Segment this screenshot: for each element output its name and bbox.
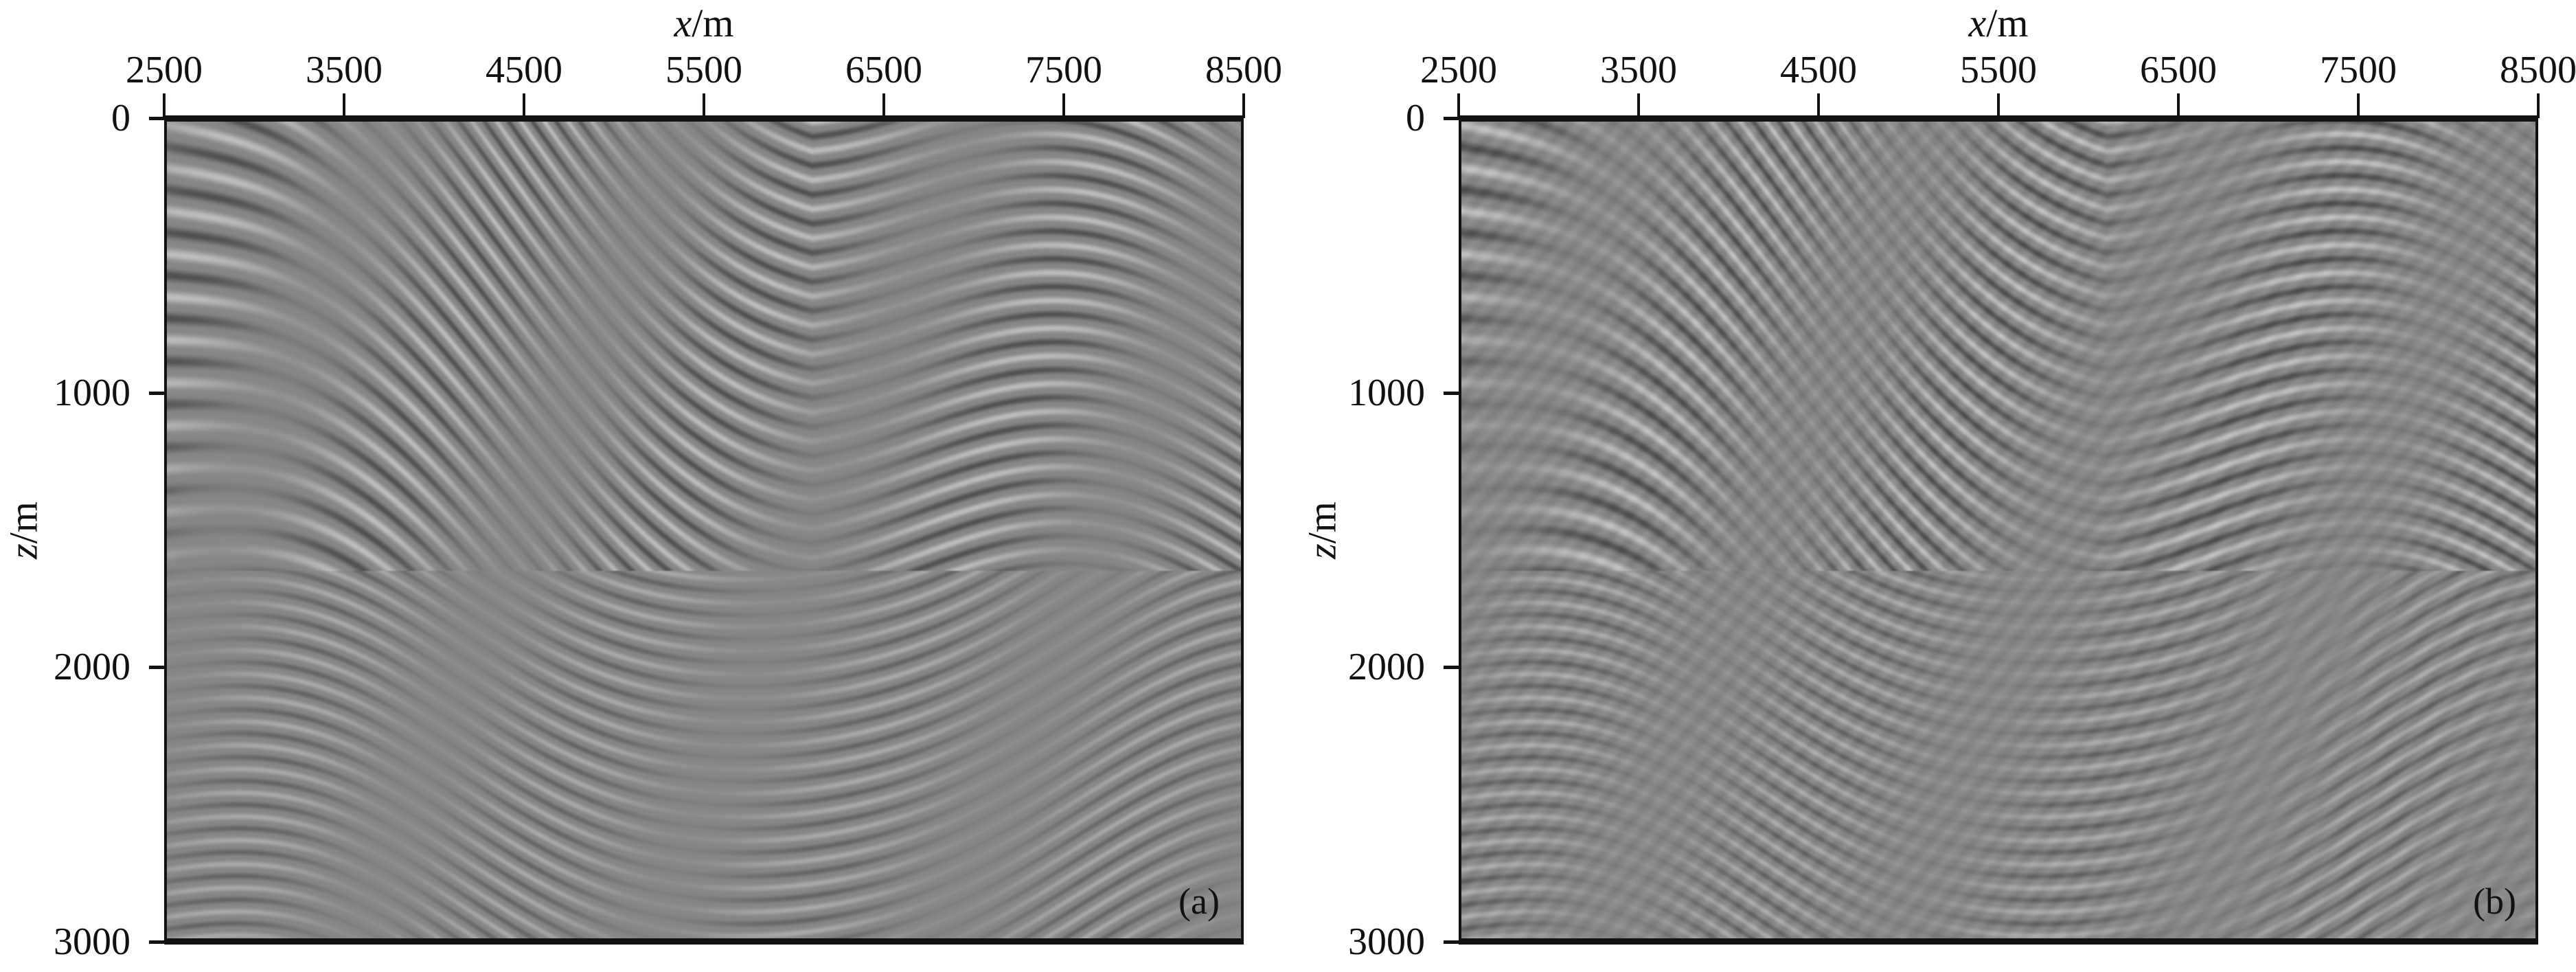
y-tick-mark bbox=[149, 117, 166, 120]
x-tick-label: 4500 bbox=[1780, 49, 1857, 91]
seismic-image bbox=[1461, 122, 2535, 938]
seismic-image-panel bbox=[1459, 115, 2538, 945]
y-tick-mark bbox=[1444, 666, 1460, 670]
y-tick-label: 0 bbox=[1406, 97, 1425, 139]
x-tick-label: 2500 bbox=[126, 49, 203, 91]
y-tick-label: 3000 bbox=[54, 920, 130, 963]
x-tick-mark bbox=[1637, 93, 1640, 118]
x-tick-label: 5500 bbox=[665, 49, 742, 91]
x-tick-mark bbox=[343, 93, 345, 118]
panel-label: (b) bbox=[2473, 881, 2516, 922]
x-tick-label: 5500 bbox=[1960, 49, 2037, 91]
x-axis-unit: /m bbox=[1986, 1, 2029, 45]
y-tick-label: 1000 bbox=[54, 371, 130, 414]
x-tick-label: 4500 bbox=[486, 49, 562, 91]
y-tick-label: 2000 bbox=[1348, 646, 1425, 689]
x-tick-label: 6500 bbox=[2140, 49, 2217, 91]
panel-label: (a) bbox=[1178, 881, 1220, 922]
y-tick-label: 0 bbox=[111, 97, 130, 139]
x-axis-variable: x bbox=[1968, 1, 1987, 45]
x-tick-mark bbox=[1997, 93, 2000, 118]
x-tick-mark bbox=[2357, 93, 2360, 118]
y-tick-mark bbox=[1444, 117, 1460, 120]
x-tick-label: 7500 bbox=[2320, 49, 2397, 91]
x-tick-mark bbox=[882, 93, 885, 118]
x-axis-variable: x bbox=[674, 1, 692, 45]
y-axis-variable: z bbox=[1299, 543, 1345, 559]
x-tick-label: 8500 bbox=[2500, 49, 2576, 91]
x-tick-label: 7500 bbox=[1025, 49, 1102, 91]
x-tick-mark bbox=[703, 93, 705, 118]
x-axis-label: x/m bbox=[674, 0, 734, 46]
y-tick-label: 1000 bbox=[1348, 371, 1425, 414]
y-tick-mark bbox=[149, 940, 166, 944]
y-tick-mark bbox=[149, 666, 166, 670]
x-tick-label: 3500 bbox=[1600, 49, 1677, 91]
x-tick-label: 2500 bbox=[1420, 49, 1497, 91]
x-tick-mark bbox=[1242, 93, 1245, 118]
y-axis-unit: /m bbox=[1, 501, 46, 543]
x-tick-mark bbox=[1817, 93, 1820, 118]
y-axis-unit: /m bbox=[1299, 501, 1345, 543]
y-axis-label: z/m bbox=[1299, 501, 1345, 559]
y-tick-label: 2000 bbox=[54, 646, 130, 689]
x-tick-mark bbox=[1062, 93, 1065, 118]
x-tick-mark bbox=[523, 93, 525, 118]
seismic-image bbox=[167, 122, 1241, 938]
x-tick-mark bbox=[1457, 93, 1460, 118]
x-tick-mark bbox=[2177, 93, 2180, 118]
x-tick-mark bbox=[2537, 93, 2540, 118]
x-tick-label: 8500 bbox=[1205, 49, 1282, 91]
x-axis-label: x/m bbox=[1969, 0, 2029, 46]
seismic-image-panel bbox=[164, 115, 1244, 945]
y-tick-label: 3000 bbox=[1348, 920, 1425, 963]
x-axis-unit: /m bbox=[692, 1, 734, 45]
x-tick-label: 6500 bbox=[845, 49, 922, 91]
x-tick-mark bbox=[163, 93, 166, 118]
y-tick-mark bbox=[1444, 940, 1460, 944]
x-tick-label: 3500 bbox=[306, 49, 383, 91]
y-axis-label: z/m bbox=[1, 501, 47, 559]
y-tick-mark bbox=[149, 391, 166, 395]
y-axis-variable: z bbox=[1, 543, 46, 559]
y-tick-mark bbox=[1444, 391, 1460, 395]
